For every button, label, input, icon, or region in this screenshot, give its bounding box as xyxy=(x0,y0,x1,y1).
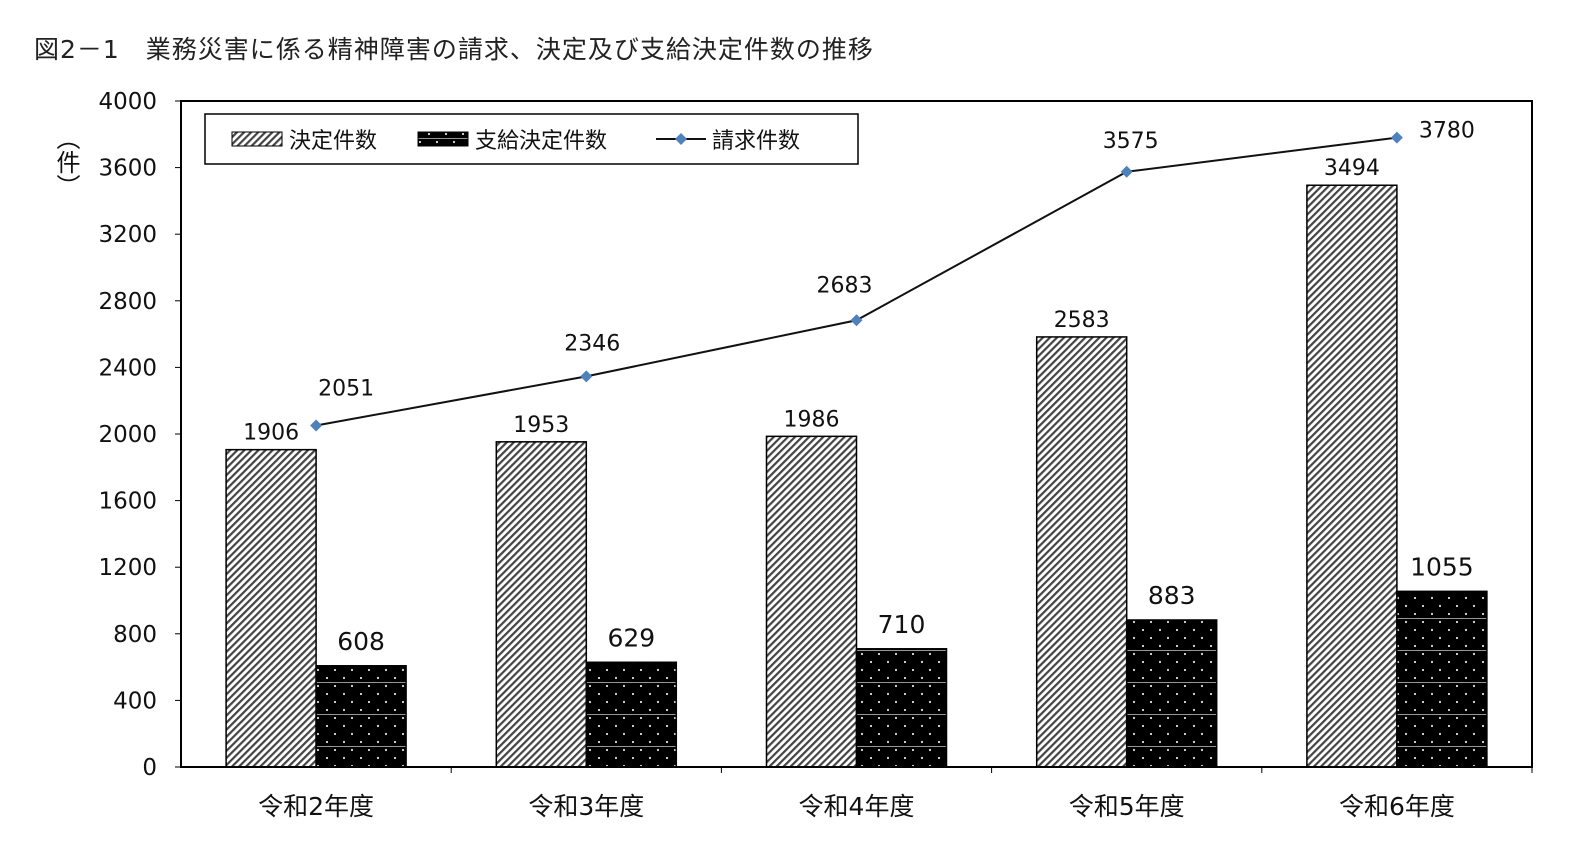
y-tick-label: 1200 xyxy=(98,555,157,581)
data-label-decided: 1906 xyxy=(243,421,299,446)
bar-paid xyxy=(855,648,948,768)
legend: 決定件数 支給決定件数 請求件数 xyxy=(204,113,859,165)
data-label-paid: 629 xyxy=(607,623,655,652)
y-tick-label: 0 xyxy=(142,755,157,781)
y-tick-label: 4000 xyxy=(98,89,157,115)
marker-claims xyxy=(1390,131,1403,144)
x-tick-label: 令和4年度 xyxy=(799,792,915,821)
legend-marker-claims xyxy=(675,133,687,145)
data-label-paid: 883 xyxy=(1148,581,1196,610)
x-tick-label: 令和2年度 xyxy=(258,792,374,821)
y-tick-label: 3200 xyxy=(98,222,157,248)
legend-label-paid: 支給決定件数 xyxy=(475,129,607,154)
data-label-decided: 2583 xyxy=(1054,308,1110,333)
data-label-decided: 1953 xyxy=(513,413,569,438)
marker-claims xyxy=(1120,165,1133,178)
data-label-paid: 1055 xyxy=(1410,552,1474,581)
y-tick-label: 1600 xyxy=(98,489,157,515)
data-label-claims: 2683 xyxy=(817,273,873,298)
data-label-paid: 608 xyxy=(337,627,385,656)
marker-claims xyxy=(310,419,323,432)
x-tick-label: 令和3年度 xyxy=(528,792,644,821)
data-label-claims: 2346 xyxy=(564,331,620,356)
data-label-claims: 2051 xyxy=(318,377,374,402)
y-axis-label: （件） xyxy=(52,126,80,198)
data-label-decided: 3494 xyxy=(1324,156,1380,181)
data-label-decided: 1986 xyxy=(784,407,840,432)
y-tick-label: 2400 xyxy=(98,355,157,381)
bar-paid xyxy=(1396,590,1488,768)
bar-paid xyxy=(1125,619,1218,768)
legend-label-decided: 決定件数 xyxy=(289,129,377,154)
data-label-paid: 710 xyxy=(878,610,926,639)
marker-claims xyxy=(850,314,863,327)
y-tick-label: 400 xyxy=(113,688,157,714)
y-tick-label: 2000 xyxy=(98,422,157,448)
x-tick-label: 令和5年度 xyxy=(1069,792,1185,821)
data-label-claims: 3780 xyxy=(1419,119,1475,144)
bar-decided xyxy=(1035,336,1128,768)
chart-title: 図2－1 業務災害に係る精神障害の請求、決定及び支給決定件数の推移 xyxy=(34,35,874,64)
legend-label-claims: 請求件数 xyxy=(712,129,800,154)
x-tick-label: 令和6年度 xyxy=(1339,792,1455,821)
bar-paid xyxy=(315,665,407,768)
bar-decided xyxy=(495,441,588,768)
legend-swatch-paid xyxy=(417,131,469,147)
legend-swatch-decided xyxy=(231,131,283,147)
y-tick-label: 3600 xyxy=(98,156,157,182)
data-label-claims: 3575 xyxy=(1103,129,1159,154)
y-tick-label: 800 xyxy=(113,622,157,648)
bar-decided xyxy=(765,435,858,768)
plot-area-frame xyxy=(180,100,1533,768)
marker-claims xyxy=(580,370,593,383)
bar-paid xyxy=(585,661,678,768)
y-tick-label: 2800 xyxy=(98,289,157,315)
bar-decided xyxy=(1306,184,1398,768)
bar-decided xyxy=(225,448,317,768)
